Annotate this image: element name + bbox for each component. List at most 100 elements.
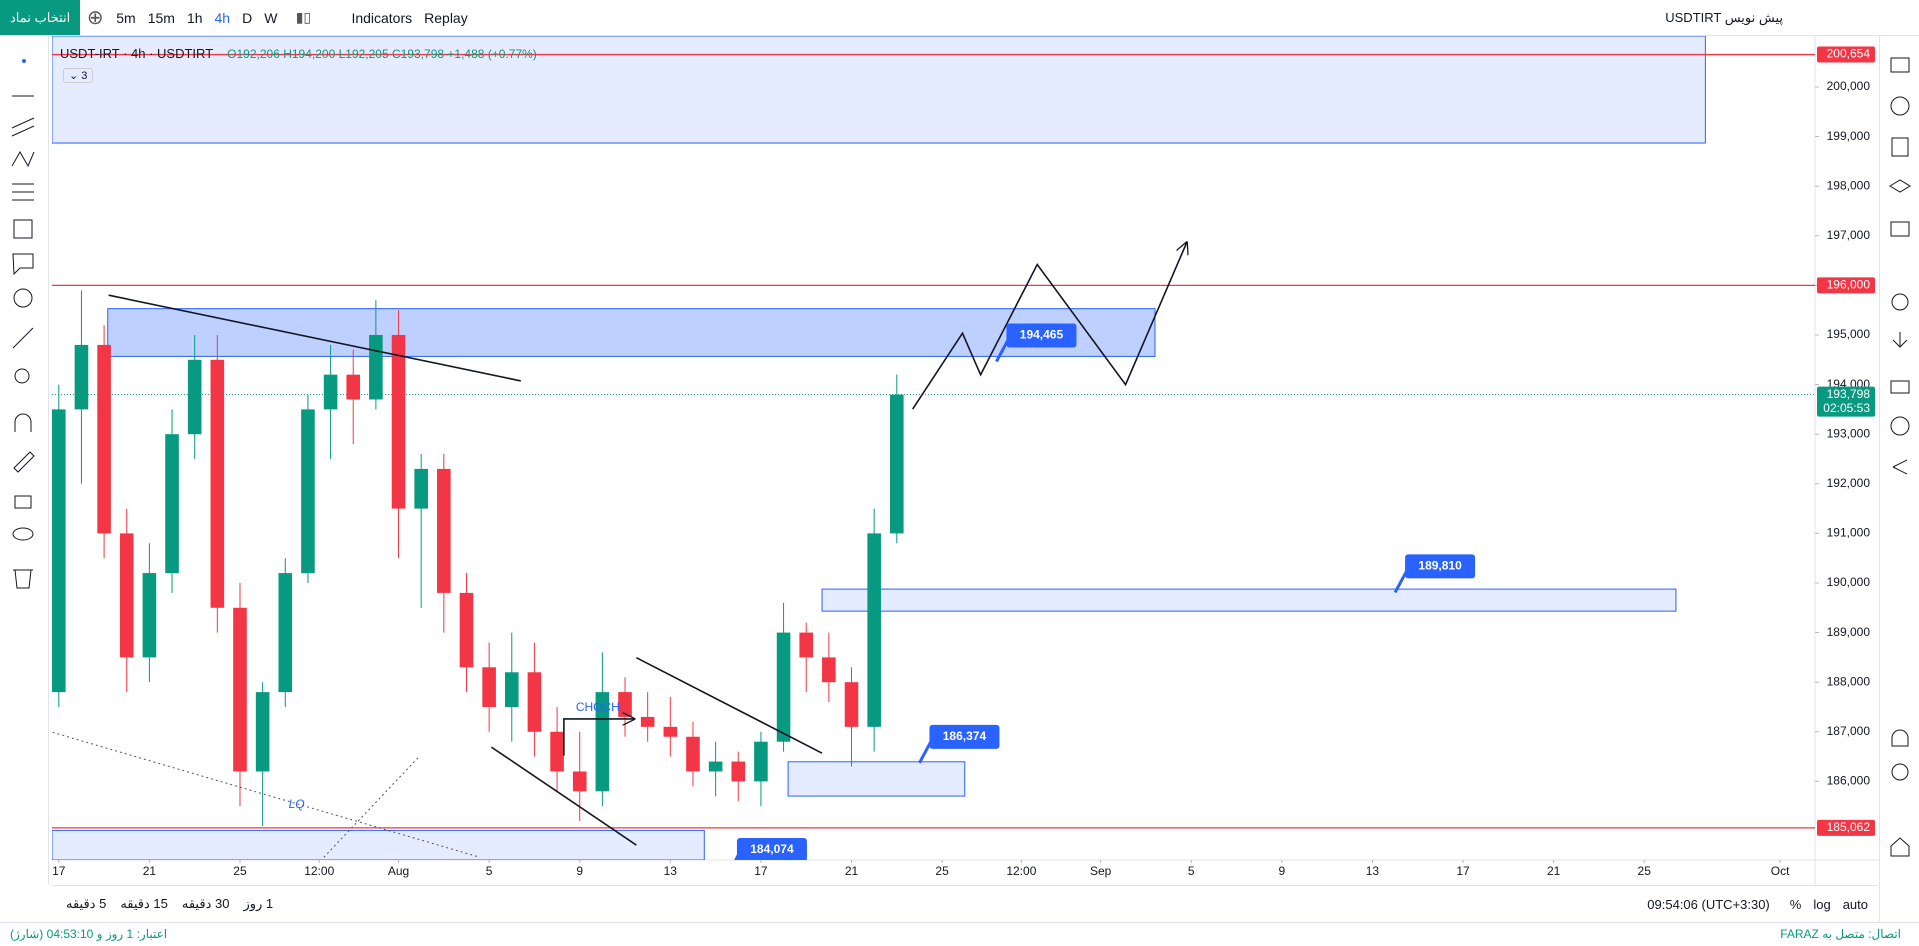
calendar-icon[interactable] — [1890, 221, 1910, 237]
legend-ohlc: O192,206 H194,200 L192,205 C193,798 +1,4… — [227, 47, 537, 61]
x-tick-label: 13 — [664, 864, 678, 878]
watchlist-icon[interactable] — [1890, 57, 1910, 73]
profile-icon[interactable] — [1890, 416, 1910, 436]
x-tick-label: 21 — [1547, 864, 1561, 878]
interval[interactable]: D — [242, 9, 253, 26]
indicators[interactable]: Indicators — [351, 9, 413, 26]
chart-type[interactable]: ▮▯ — [295, 9, 312, 25]
support-icon[interactable] — [1891, 763, 1909, 781]
percent-toggle[interactable]: % — [1789, 896, 1802, 912]
x-tick-label: 25 — [1638, 864, 1652, 878]
candle-body — [301, 409, 315, 574]
x-tick-label: Oct — [1771, 864, 1790, 878]
auto-toggle[interactable]: auto — [1842, 896, 1868, 912]
candle-body — [233, 607, 247, 772]
intervals: 5m 15m 1h 4h D W — [110, 10, 283, 26]
share-icon[interactable] — [1892, 459, 1908, 475]
x-tick-label: Aug — [388, 864, 409, 878]
trend-tool[interactable] — [11, 117, 35, 137]
x-tick-label: 13 — [1366, 864, 1380, 878]
side-panel — [1879, 36, 1919, 922]
y-tick-label: 191,000 — [1827, 526, 1871, 540]
interval[interactable]: 4h — [214, 9, 231, 26]
y-tick-label: 187,000 — [1827, 724, 1871, 738]
replay[interactable]: Replay — [424, 9, 468, 26]
candle-body — [119, 533, 134, 658]
interval[interactable]: 15m — [147, 9, 175, 26]
range[interactable]: 30 دقیقه — [181, 896, 230, 911]
download-icon[interactable] — [1892, 332, 1908, 348]
drawing-tools — [11, 59, 35, 589]
layers-icon[interactable] — [1889, 179, 1911, 193]
x-tick-label: Sep — [1090, 864, 1112, 878]
drawing-toolbar — [0, 36, 49, 884]
magnet-tool[interactable] — [14, 413, 32, 432]
legend: USDT-IRT · 4h · USDTIRT O192,206 H194,20… — [60, 46, 537, 61]
legend-collapse[interactable]: ⌄ 3 — [63, 68, 94, 83]
alerts-icon[interactable] — [1890, 96, 1910, 116]
range[interactable]: 5 دقیقه — [66, 896, 107, 911]
legend-change: +1,488 (+0.77%) — [447, 46, 537, 61]
callout-label: 186,374 — [943, 729, 987, 743]
layout-name[interactable]: USDTIRT پیش نویس — [1665, 9, 1783, 25]
interval[interactable]: 1h — [186, 9, 203, 26]
candle-body — [686, 736, 700, 772]
candle-body — [142, 573, 157, 658]
x-tick-label: 25 — [233, 864, 247, 878]
candle-body — [754, 741, 768, 782]
ruler-tool[interactable] — [12, 327, 34, 349]
add-button[interactable]: ⊕ — [86, 7, 104, 29]
cursor-tool[interactable] — [22, 59, 26, 63]
x-tick-label: 17 — [1456, 864, 1470, 878]
emoji-tool[interactable] — [13, 288, 33, 308]
bell-icon[interactable] — [1891, 729, 1909, 747]
x-tick-label: 21 — [845, 864, 859, 878]
interval[interactable]: W — [264, 9, 278, 26]
notes-icon[interactable] — [1891, 137, 1909, 157]
card-icon[interactable] — [1890, 380, 1910, 394]
candle-body — [97, 344, 111, 534]
fib-tool[interactable] — [12, 183, 34, 201]
bottom-bar: 5 دقیقه 15 دقیقه 30 دقیقه 1 روز 09:54:06 (U… — [52, 885, 1878, 922]
text-tool[interactable] — [12, 253, 34, 276]
x-tick-label: 21 — [143, 864, 157, 878]
indicator-count: 3 — [81, 70, 88, 82]
legend-symbol[interactable]: USDT-IRT · 4h · USDTIRT — [60, 46, 214, 61]
zone — [107, 308, 1156, 357]
range[interactable]: 1 روز — [243, 896, 274, 911]
settings-icon[interactable] — [1891, 293, 1909, 311]
candle-body — [414, 468, 428, 509]
candle-body — [437, 468, 451, 593]
callout-box — [736, 838, 807, 860]
shape-tool[interactable] — [13, 219, 33, 239]
trend-line — [52, 731, 481, 858]
zone — [787, 761, 966, 797]
interval[interactable]: 5m — [116, 9, 136, 26]
range[interactable]: 15 دقیقه — [120, 896, 168, 911]
annotation: CHOCH — [576, 700, 620, 714]
delete-tool[interactable] — [13, 569, 33, 589]
symbol-search[interactable]: انتخاب نماد — [0, 0, 81, 35]
price-label: 185,062 — [1827, 820, 1871, 834]
side-icons — [1889, 57, 1911, 857]
log-toggle[interactable]: log — [1813, 896, 1831, 912]
pencil-tool[interactable] — [13, 451, 35, 473]
lock-tool[interactable] — [14, 495, 32, 509]
y-tick-label: 200,000 — [1827, 79, 1871, 93]
candle-body — [187, 359, 202, 435]
current-price-box — [1817, 386, 1875, 417]
zoom-tool[interactable] — [14, 368, 30, 384]
callout-box — [1006, 323, 1077, 348]
pattern-tool[interactable] — [11, 150, 35, 168]
hide-tool[interactable] — [12, 527, 34, 541]
price-label-box — [1817, 46, 1875, 63]
price-label-box — [1817, 819, 1875, 836]
home-icon[interactable] — [1890, 837, 1910, 857]
top-toolbar: انتخاب نماد ⊕ 5m 15m 1h 4h D W ▮▯ Indicators … — [0, 0, 1919, 36]
price-label: 196,000 — [1827, 278, 1871, 292]
callout-label: 189,810 — [1418, 559, 1462, 573]
callout-label: 194,465 — [1020, 328, 1064, 342]
x-tick-label: 5 — [1188, 864, 1195, 878]
trend-line — [323, 756, 420, 858]
candle-body — [255, 692, 270, 772]
